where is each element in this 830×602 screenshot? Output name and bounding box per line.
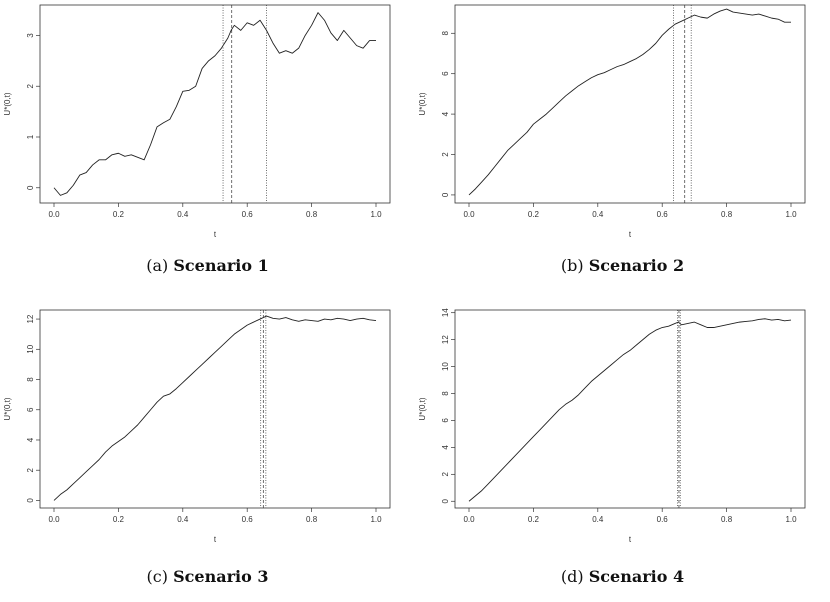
y-tick-label: 0 [26,185,35,190]
x-tick-label: 0.8 [306,515,318,524]
y-tick-label: 2 [441,152,450,157]
caption-prefix-1: (a) [146,256,169,275]
chart-plot-4: 0.0 0.2 0.4 0.6 0.8 1.0 0 2 4 6 8 10 12 14 t U*(0,t) [418,308,806,544]
y-tick-label: 8 [441,31,450,36]
plot-frame [454,4,806,204]
x-tick-label: 1.0 [370,515,382,524]
series-line [468,8,791,196]
x-tick-label: 0.0 [48,515,60,524]
y-axis-label: U*(0,t) [3,397,12,420]
y-axis-label: U*(0,t) [418,92,427,115]
y-axis-label: U*(0,t) [418,397,427,420]
y-tick-label: 6 [26,407,35,412]
y-tick-label: 0 [26,498,35,503]
x-tick-label: 0.6 [242,210,254,219]
plot-frame [454,309,806,509]
y-tick-label: 14 [441,308,450,317]
y-tick-label: 2 [26,467,35,472]
chart-caption-2: (b) Scenario 2 [415,256,830,275]
x-tick-label: 0.0 [463,210,475,219]
plot-frame [39,4,391,204]
x-tick-label: 1.0 [785,210,797,219]
x-tick-label: 0.2 [528,515,540,524]
series-line [53,315,377,501]
y-tick-label: 1 [26,134,35,139]
caption-prefix-3: (c) [146,567,168,586]
chart-caption-1: (a) Scenario 1 [0,256,415,275]
y-tick-label: 12 [441,335,450,344]
y-tick-label: 0 [441,498,450,503]
chart-panel-1: 0.0 0.2 0.4 0.6 0.8 1.0 0 1 2 3 t U*(0,t) (a) Scena… [0,0,415,297]
plot-frame [39,309,391,509]
x-axis-label: t [214,535,217,544]
y-tick-label: 6 [441,71,450,76]
x-tick-label: 0.6 [242,515,254,524]
caption-prefix-4: (d) [560,567,584,586]
x-tick-label: 0.2 [113,210,125,219]
x-axis-label: t [629,535,632,544]
chart-panel-3: 0.0 0.2 0.4 0.6 0.8 1.0 0 2 4 6 8 10 12 t U*(0,t) (c) … [0,305,415,602]
caption-title-3: Scenario 3 [173,567,269,586]
chart-panel-4: 0.0 0.2 0.4 0.6 0.8 1.0 0 2 4 6 8 10 12 14 t U*(0,t) (d… [415,305,830,602]
x-tick-label: 1.0 [370,210,382,219]
chart-panel-2: 0.0 0.2 0.4 0.6 0.8 1.0 0 2 4 6 8 t U*(0,t) (b) Scen… [415,0,830,297]
x-tick-label: 0.4 [177,515,189,524]
series-line [468,318,792,502]
y-tick-label: 6 [441,418,450,423]
y-tick-label: 4 [441,111,450,116]
y-tick-label: 10 [441,362,450,371]
x-tick-label: 1.0 [785,515,797,524]
x-tick-label: 0.2 [528,210,540,219]
chart-plot-2: 0.0 0.2 0.4 0.6 0.8 1.0 0 2 4 6 8 t U*(0,t) [418,4,806,239]
chart-caption-3: (c) Scenario 3 [0,567,415,586]
y-tick-label: 3 [26,33,35,38]
y-tick-label: 0 [441,192,450,197]
y-tick-label: 4 [441,445,450,450]
y-tick-label: 8 [26,377,35,382]
x-tick-label: 0.8 [306,210,318,219]
y-tick-label: 10 [26,344,35,353]
caption-prefix-2: (b) [560,256,584,275]
x-tick-label: 0.2 [113,515,125,524]
y-axis-label: U*(0,t) [3,92,12,115]
x-tick-label: 0.6 [657,210,669,219]
x-axis-label: t [629,230,632,239]
y-tick-label: 8 [441,391,450,396]
chart-plot-3: 0.0 0.2 0.4 0.6 0.8 1.0 0 2 4 6 8 10 12 t U*(0,t) [3,309,391,544]
x-tick-label: 0.0 [48,210,60,219]
x-tick-label: 0.4 [592,515,604,524]
x-tick-label: 0.8 [721,210,733,219]
caption-title-1: Scenario 1 [173,256,269,275]
chart-plot-1: 0.0 0.2 0.4 0.6 0.8 1.0 0 1 2 3 t U*(0,t) [3,4,391,239]
caption-title-4: Scenario 4 [588,567,685,586]
y-tick-label: 4 [26,437,35,442]
x-tick-label: 0.0 [463,515,475,524]
y-tick-label: 2 [26,83,35,88]
x-axis-label: t [214,230,217,239]
x-tick-label: 0.6 [657,515,669,524]
caption-title-2: Scenario 2 [588,256,685,275]
chart-caption-4: (d) Scenario 4 [415,567,830,586]
series-line [53,12,376,196]
x-tick-label: 0.8 [721,515,733,524]
y-tick-label: 12 [26,314,35,323]
x-tick-label: 0.4 [177,210,189,219]
y-tick-label: 2 [441,472,450,477]
x-tick-label: 0.4 [592,210,604,219]
